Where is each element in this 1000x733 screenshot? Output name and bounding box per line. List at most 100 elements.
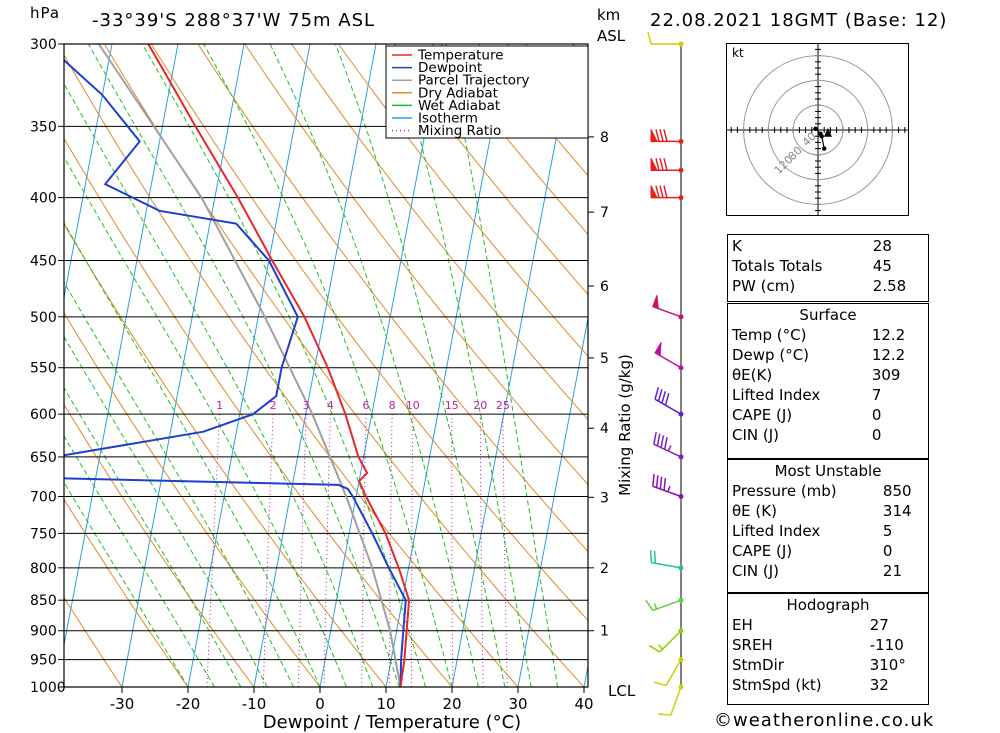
wet-adiabat-line [64, 156, 347, 687]
table-row: Pressure (mb) 850 [728, 481, 928, 501]
table-row: θE (K) 314 [728, 501, 928, 521]
hodograph-point [819, 134, 824, 139]
mixing-ratio-line [388, 414, 393, 687]
index-label: EH [732, 616, 753, 634]
parcel-trajectory-line [97, 44, 402, 687]
temperature-tick-label: 30 [508, 695, 527, 713]
height-km-tick-label: 4 [600, 421, 609, 437]
mixing-ratio-axis-label: Mixing Ratio (g/kg) [616, 354, 634, 496]
hodograph-ring [792, 104, 844, 156]
table-row: CAPE (J) 0 [728, 405, 928, 425]
height-km-tick-label: 7 [600, 205, 609, 221]
wind-barb-pennant [654, 342, 662, 357]
pressure-tick-label: 550 [30, 361, 57, 377]
mixing-ratio-tick-label: 4 [327, 399, 334, 412]
indices-hodograph-table: Hodograph EH 27 SREH -110 StmDir 310° StmSp… [728, 595, 928, 695]
most-unstable-section-title: Most Unstable [774, 462, 882, 480]
mixing-ratio-tick-label: 8 [389, 399, 396, 412]
table-row: θE(K) 309 [728, 365, 928, 385]
isotherm-line [187, 44, 311, 687]
asl-unit-label: ASL [597, 27, 626, 45]
pressure-tick-label: 500 [30, 310, 57, 326]
wind-barb-staff [653, 443, 682, 458]
index-value: 45 [872, 257, 892, 275]
wind-barb [650, 158, 684, 173]
wet-adiabat-line [394, 44, 532, 687]
wind-barb-dot [678, 628, 684, 634]
pressure-tick-label: 400 [30, 191, 57, 207]
table-row: Totals Totals 45 [728, 256, 928, 276]
index-label: CAPE (J) [732, 406, 793, 424]
temperature-line [147, 44, 411, 687]
pressure-tick-label: 300 [30, 37, 57, 53]
table-row: EH 27 [728, 615, 928, 635]
wind-barb-dot [678, 494, 684, 500]
mixing-ratio-line [206, 414, 221, 687]
wind-barb [654, 342, 684, 371]
wet-adiabat-line [64, 281, 295, 687]
index-value: 12.2 [871, 326, 906, 344]
date-base-title: 22.08.2021 18GMT (Base: 12) [650, 10, 948, 31]
temperature-tick-label: -10 [242, 695, 267, 713]
wind-barb [653, 657, 684, 687]
index-label: Totals Totals [732, 257, 823, 275]
mixing-ratio-tick-label: 15 [445, 399, 459, 412]
pressure-tick-label: 900 [30, 624, 57, 640]
wind-barb-flag [653, 681, 667, 687]
index-label: StmSpd (kt) [732, 676, 822, 694]
wind-barb-dot [678, 454, 684, 460]
plot-frame [63, 43, 589, 688]
copyright-link[interactable]: ©weatheronline.co.uk [714, 710, 935, 731]
table-row: PW (cm) 2.58 [728, 276, 928, 296]
hodograph-point [813, 126, 818, 131]
temperature-tick-label: 20 [442, 695, 461, 713]
index-label: CIN (J) [732, 426, 780, 444]
wet-adiabat-line [203, 44, 453, 687]
index-label: Pressure (mb) [732, 482, 837, 500]
index-value: 0 [871, 426, 882, 444]
wind-barb-flag [659, 185, 664, 198]
wind-barb-dot [678, 167, 684, 173]
indices-box-general [727, 234, 929, 302]
wind-barb-pennant [652, 295, 660, 310]
table-row: SREH -110 [728, 635, 928, 655]
wet-adiabat-line [269, 44, 479, 687]
wind-barb-flag [653, 431, 657, 445]
lcl-label: LCL [608, 682, 636, 700]
pressure-tick-label: 950 [30, 653, 57, 669]
wind-barb-dot [678, 657, 684, 663]
wind-barb-flag [655, 475, 659, 488]
wind-barb-flag [657, 389, 663, 402]
pressure-tick-label: 450 [30, 254, 57, 270]
index-value: 0 [882, 542, 893, 560]
dry-adiabat-line [64, 498, 189, 687]
dry-adiabat-line [525, 44, 588, 120]
table-row: CIN (J) 0 [728, 425, 928, 445]
dry-adiabat-line [384, 44, 588, 296]
temperature-tick-label: 40 [574, 695, 593, 713]
mixing-ratio-line [479, 414, 484, 687]
height-km-tick-label: 6 [600, 279, 609, 295]
wind-barb-flag [655, 185, 660, 198]
km-unit-label: km [597, 6, 621, 24]
wind-barb-flag [664, 393, 670, 406]
index-value: 309 [871, 366, 901, 384]
table-row: K 28 [728, 236, 928, 256]
index-value: 27 [869, 616, 889, 634]
temperature-tick-label: -30 [110, 695, 135, 713]
storm-motion-marker [823, 127, 832, 137]
wind-barb-dot [678, 41, 684, 47]
hodograph-point [822, 146, 827, 151]
legend-entry-label: Temperature [417, 48, 504, 64]
wind-barb-flag [653, 550, 657, 564]
wind-barb-dot [678, 684, 684, 690]
wind-barb-flag [661, 391, 667, 404]
index-label: Temp (°C) [732, 326, 807, 344]
legend-entry-label: Dry Adiabat [418, 85, 498, 101]
wind-barb [650, 185, 684, 201]
dry-adiabat-line [104, 44, 585, 687]
wind-barb-dot [678, 565, 684, 571]
wind-barb-flag [649, 550, 653, 563]
wind-barb [647, 31, 684, 47]
